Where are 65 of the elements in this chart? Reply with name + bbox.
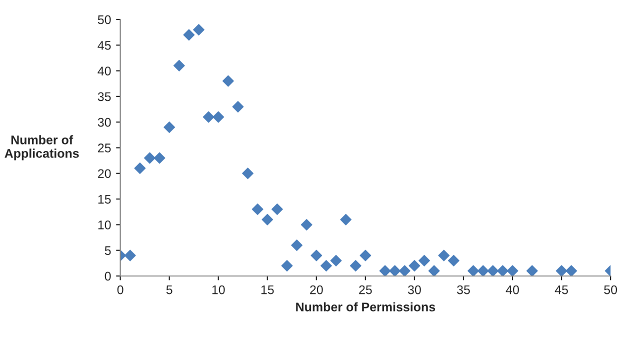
point xyxy=(164,121,176,133)
point xyxy=(487,265,499,276)
x-tick-label: 40 xyxy=(506,285,519,294)
y-tick-label: 25 xyxy=(98,144,111,152)
point xyxy=(252,204,264,216)
x-axis-title: Number of Permissions xyxy=(296,302,436,312)
point xyxy=(300,218,312,230)
point xyxy=(418,254,430,266)
x-tick-label: 5 xyxy=(166,285,172,294)
point xyxy=(222,75,234,87)
point xyxy=(438,250,450,262)
point xyxy=(202,111,214,123)
point xyxy=(242,168,254,180)
y-tick-label: 50 xyxy=(98,15,111,24)
point xyxy=(291,239,303,251)
x-tick-label: 0 xyxy=(117,285,124,294)
point xyxy=(320,260,332,272)
point xyxy=(193,24,204,36)
point xyxy=(124,250,136,262)
point xyxy=(173,60,185,72)
point xyxy=(134,162,146,174)
point xyxy=(428,265,440,276)
x-tick-label: 30 xyxy=(408,285,421,294)
point xyxy=(281,260,293,272)
point xyxy=(262,214,274,226)
point xyxy=(183,29,195,41)
point xyxy=(212,111,224,123)
y-tick-label: 30 xyxy=(98,118,111,127)
point xyxy=(350,260,362,272)
point xyxy=(389,265,401,276)
point xyxy=(448,254,460,266)
x-tick-label: 35 xyxy=(457,285,470,294)
point xyxy=(340,214,352,226)
point xyxy=(360,250,372,262)
point xyxy=(526,265,538,276)
point xyxy=(506,265,518,276)
point xyxy=(398,265,410,276)
x-tick-label: 10 xyxy=(212,285,225,294)
point xyxy=(310,250,322,262)
point xyxy=(330,254,342,266)
point xyxy=(154,152,166,164)
y-tick-label: 20 xyxy=(98,169,111,178)
y-tick-label: 10 xyxy=(98,220,111,230)
y-tick-label: 40 xyxy=(98,66,111,76)
y-tick-label: 5 xyxy=(104,246,111,255)
point xyxy=(232,100,244,112)
point xyxy=(496,265,508,276)
x-tick-label: 25 xyxy=(359,285,372,294)
point xyxy=(556,265,568,276)
point xyxy=(477,265,489,276)
point xyxy=(379,265,391,276)
y-tick-label: 35 xyxy=(98,92,111,102)
point xyxy=(408,260,420,272)
x-tick-label: 20 xyxy=(310,285,323,294)
y-axis-title: Number of Applications xyxy=(4,135,79,160)
point xyxy=(271,204,283,216)
x-tick-label: 15 xyxy=(261,285,274,294)
x-tick-label: 50 xyxy=(604,285,618,294)
point xyxy=(468,265,480,276)
point xyxy=(144,152,156,164)
y-tick-label: 15 xyxy=(98,194,111,204)
x-tick-label: 45 xyxy=(554,285,568,294)
point xyxy=(566,265,578,276)
y-tick-label: 0 xyxy=(104,272,111,281)
y-tick-label: 45 xyxy=(98,41,111,50)
